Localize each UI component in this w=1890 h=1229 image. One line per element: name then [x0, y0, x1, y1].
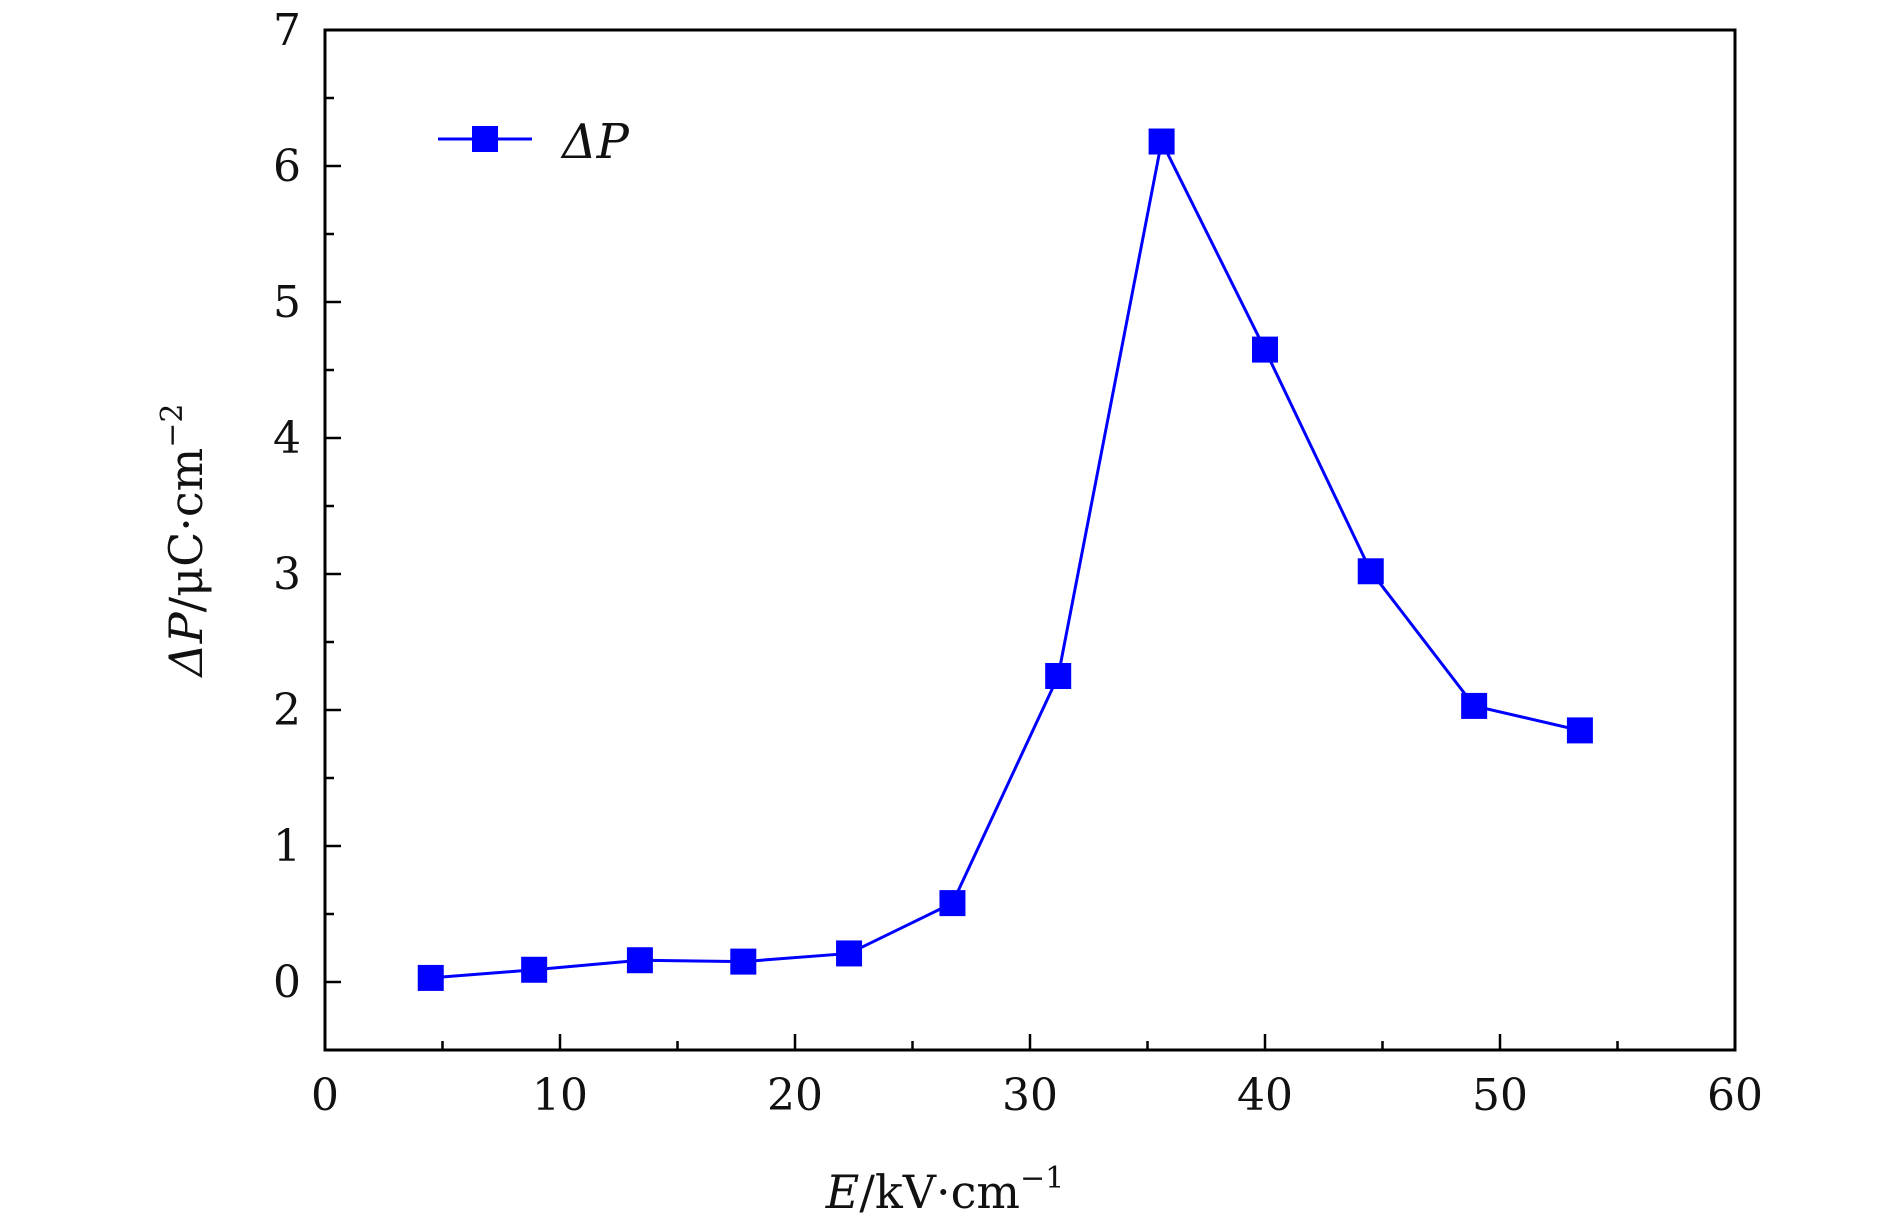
y-tick-label: 5	[273, 277, 301, 328]
y-axis-unit: /μC·cm	[159, 448, 213, 613]
y-tick-label: 7	[273, 5, 301, 56]
data-point	[417, 964, 444, 991]
series-line	[430, 136, 1581, 980]
x-axis-exp: −1	[1020, 1161, 1064, 1196]
y-tick-label: 4	[273, 413, 301, 464]
axis-ticks: 0 10 20 30 40 50 60 0 1 2 3 4 5 6 7	[273, 5, 1763, 1121]
x-axis-label: E/kV·cm−1	[825, 1161, 1064, 1219]
data-point	[521, 956, 548, 983]
x-tick-label: 30	[1002, 1070, 1058, 1121]
y-tick-label: 1	[273, 821, 301, 872]
data-point	[1045, 663, 1072, 689]
x-tick-label: 50	[1472, 1070, 1528, 1121]
y-tick-label: 0	[273, 957, 301, 1008]
x-axis-var: E	[825, 1165, 860, 1219]
legend-marker	[472, 126, 498, 152]
x-axis-unit: /kV·cm	[859, 1165, 1020, 1219]
y-axis-var: ΔP	[159, 611, 213, 678]
data-point	[1148, 128, 1175, 155]
data-point	[730, 948, 757, 975]
data-point	[1252, 336, 1278, 363]
y-axis-exp: −2	[155, 404, 190, 448]
data-point	[1566, 717, 1593, 744]
data-point	[1357, 558, 1384, 585]
y-tick-label: 2	[273, 685, 301, 736]
legend-label: ΔP	[560, 114, 630, 170]
plot-frame	[323, 28, 1737, 1052]
y-axis-label: ΔP/μC·cm−2	[155, 404, 213, 679]
data-point	[836, 940, 863, 967]
x-tick-label: 0	[311, 1070, 339, 1121]
y-tick-label: 3	[273, 549, 301, 600]
x-tick-label: 40	[1237, 1070, 1293, 1121]
series-layer	[417, 128, 1593, 991]
data-point	[1461, 692, 1488, 719]
x-tick-label: 60	[1707, 1070, 1763, 1121]
x-tick-label: 10	[532, 1070, 588, 1121]
data-point	[626, 947, 653, 974]
legend: ΔP	[438, 114, 630, 170]
data-point	[939, 890, 966, 917]
y-tick-label: 6	[273, 141, 301, 192]
x-tick-label: 20	[767, 1070, 823, 1121]
